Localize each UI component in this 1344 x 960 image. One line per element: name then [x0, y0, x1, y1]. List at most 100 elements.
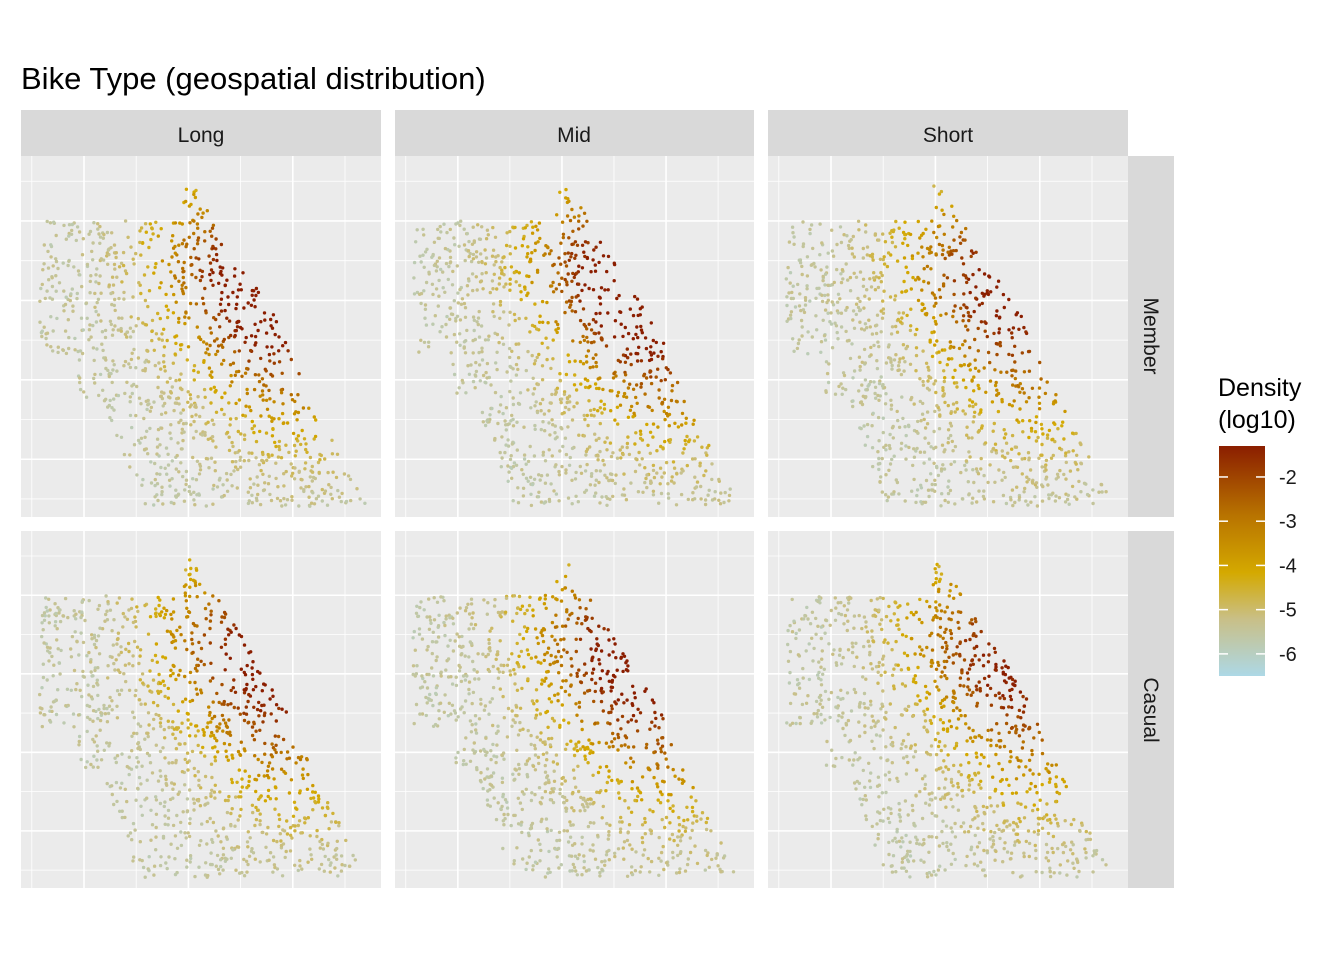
station-point — [158, 749, 163, 754]
station-point — [308, 834, 312, 838]
station-point — [802, 310, 807, 315]
station-point — [97, 281, 101, 286]
station-point — [167, 478, 172, 482]
station-point — [154, 812, 159, 816]
station-point — [466, 364, 470, 368]
station-point — [162, 365, 167, 369]
station-point — [80, 284, 84, 289]
station-point — [169, 842, 173, 846]
station-point — [475, 766, 479, 770]
station-point — [785, 319, 789, 323]
station-point — [225, 489, 230, 493]
station-point — [502, 716, 506, 720]
station-point — [152, 503, 156, 507]
station-point — [939, 189, 944, 194]
station-point — [895, 409, 899, 414]
station-point — [1037, 407, 1042, 411]
station-point — [581, 362, 586, 366]
station-point — [539, 409, 543, 413]
station-point — [467, 655, 471, 659]
station-point — [472, 318, 476, 322]
station-point — [631, 387, 636, 391]
station-point — [225, 810, 230, 815]
station-point — [128, 326, 133, 330]
station-point — [511, 464, 516, 469]
station-point — [163, 822, 167, 826]
station-point — [632, 691, 637, 695]
station-point — [168, 431, 172, 435]
station-point — [254, 729, 258, 733]
station-point — [174, 300, 178, 304]
station-point — [943, 448, 947, 452]
station-point — [134, 413, 138, 418]
station-point — [592, 800, 596, 805]
station-point — [96, 222, 100, 226]
station-point — [862, 306, 866, 310]
station-point — [192, 801, 196, 805]
station-point — [300, 428, 304, 433]
station-point — [185, 647, 189, 652]
station-point — [1037, 401, 1042, 405]
station-point — [530, 280, 534, 285]
station-point — [127, 608, 131, 612]
station-point — [262, 488, 267, 492]
station-point — [819, 350, 823, 354]
station-point — [1020, 387, 1025, 391]
station-point — [185, 606, 189, 610]
station-point — [430, 640, 435, 644]
station-point — [162, 727, 166, 732]
station-point — [197, 472, 202, 476]
station-point — [626, 386, 631, 390]
station-point — [50, 654, 54, 659]
station-point — [138, 648, 143, 652]
station-point — [122, 452, 127, 457]
station-point — [1034, 415, 1039, 419]
station-point — [621, 452, 625, 457]
station-point — [845, 234, 849, 238]
station-point — [209, 401, 213, 405]
station-point — [915, 327, 919, 332]
station-point — [512, 813, 516, 818]
station-point — [859, 327, 864, 331]
station-point — [839, 325, 844, 329]
station-point — [127, 649, 131, 654]
station-point — [62, 223, 66, 228]
station-point — [197, 865, 201, 869]
station-point — [183, 831, 187, 835]
station-point — [204, 311, 208, 315]
station-point — [76, 713, 81, 717]
station-point — [428, 618, 433, 622]
station-point — [255, 808, 260, 812]
station-point — [594, 360, 598, 365]
station-point — [266, 452, 270, 457]
station-point — [577, 740, 581, 744]
station-point — [123, 269, 128, 273]
station-point — [541, 420, 545, 424]
station-point — [550, 392, 554, 397]
station-point — [981, 494, 986, 499]
station-point — [296, 439, 300, 443]
station-point — [93, 381, 97, 385]
station-point — [946, 436, 951, 440]
station-point — [209, 609, 213, 613]
station-point — [226, 798, 230, 803]
station-point — [785, 295, 789, 299]
station-point — [582, 338, 587, 343]
station-point — [966, 363, 971, 368]
station-point — [489, 383, 493, 387]
station-point — [272, 352, 276, 356]
station-point — [105, 251, 110, 255]
station-point — [801, 308, 806, 312]
station-point — [542, 501, 546, 505]
station-point — [69, 647, 73, 651]
station-point — [67, 259, 71, 263]
station-point — [925, 264, 930, 269]
station-point — [550, 454, 554, 458]
station-point — [221, 853, 226, 857]
station-point — [185, 858, 189, 862]
station-point — [1000, 478, 1004, 482]
station-point — [309, 796, 313, 801]
station-point — [1018, 390, 1022, 394]
station-point — [185, 751, 190, 755]
station-point — [128, 365, 133, 370]
